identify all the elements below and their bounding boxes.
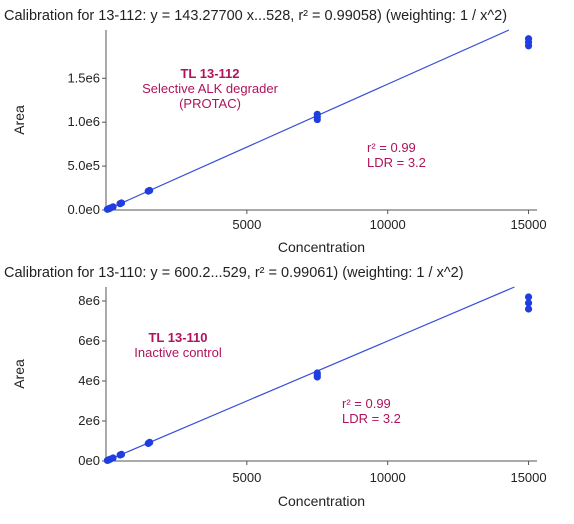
chart-title: Calibration for 13-112: y = 143.27700 x.…: [4, 8, 507, 24]
y-tick-label: 0e0: [78, 453, 100, 468]
x-tick-label: 15000: [510, 470, 546, 485]
data-point: [313, 110, 321, 118]
y-tick-label: 8e6: [78, 293, 100, 308]
y-axis-label: Area: [11, 359, 27, 389]
data-point: [117, 450, 126, 458]
fit-line: [105, 286, 515, 462]
x-axis-label: Concentration: [278, 239, 365, 255]
ldr-label: LDR = 3.2: [342, 411, 401, 426]
x-tick-label: 10000: [370, 470, 406, 485]
ldr-label: LDR = 3.2: [367, 155, 426, 170]
compound-label: TL 13-112: [180, 66, 239, 81]
chart-1: Calibration for 13-112: y = 143.27700 x.…: [4, 8, 547, 255]
y-tick-label: 6e6: [78, 333, 100, 348]
y-tick-label: 1.0e6: [67, 114, 100, 129]
fit-line: [105, 29, 510, 211]
x-tick-label: 10000: [370, 217, 406, 232]
y-tick-label: 4e6: [78, 373, 100, 388]
r-squared-label: r² = 0.99: [367, 140, 416, 155]
x-tick-label: 5000: [232, 217, 261, 232]
x-axis-label: Concentration: [278, 493, 365, 509]
data-point: [524, 299, 533, 307]
x-tick-label: 5000: [232, 470, 261, 485]
data-point: [146, 186, 154, 195]
data-point: [117, 199, 126, 207]
data-point: [524, 293, 533, 301]
data-point: [146, 438, 154, 446]
compound-label: TL 13-110: [148, 330, 207, 345]
y-tick-label: 2e6: [78, 413, 100, 428]
y-tick-label: 5.0e5: [67, 158, 100, 173]
x-tick-label: 15000: [510, 217, 546, 232]
chart-title: Calibration for 13-110: y = 600.2...529,…: [4, 265, 464, 281]
compound-description: Inactive control: [134, 345, 222, 360]
data-point: [313, 369, 321, 377]
data-point: [109, 454, 117, 462]
chart-2: Calibration for 13-110: y = 600.2...529,…: [4, 265, 547, 509]
data-point: [109, 203, 117, 211]
y-tick-label: 1.5e6: [67, 70, 100, 85]
y-tick-label: 0.0e0: [67, 202, 100, 217]
data-point: [524, 35, 533, 43]
r-squared-label: r² = 0.99: [342, 396, 391, 411]
y-axis-label: Area: [11, 105, 27, 135]
data-point: [524, 305, 533, 313]
compound-description: Selective ALK degrader: [142, 81, 279, 96]
compound-description: (PROTAC): [179, 96, 241, 111]
